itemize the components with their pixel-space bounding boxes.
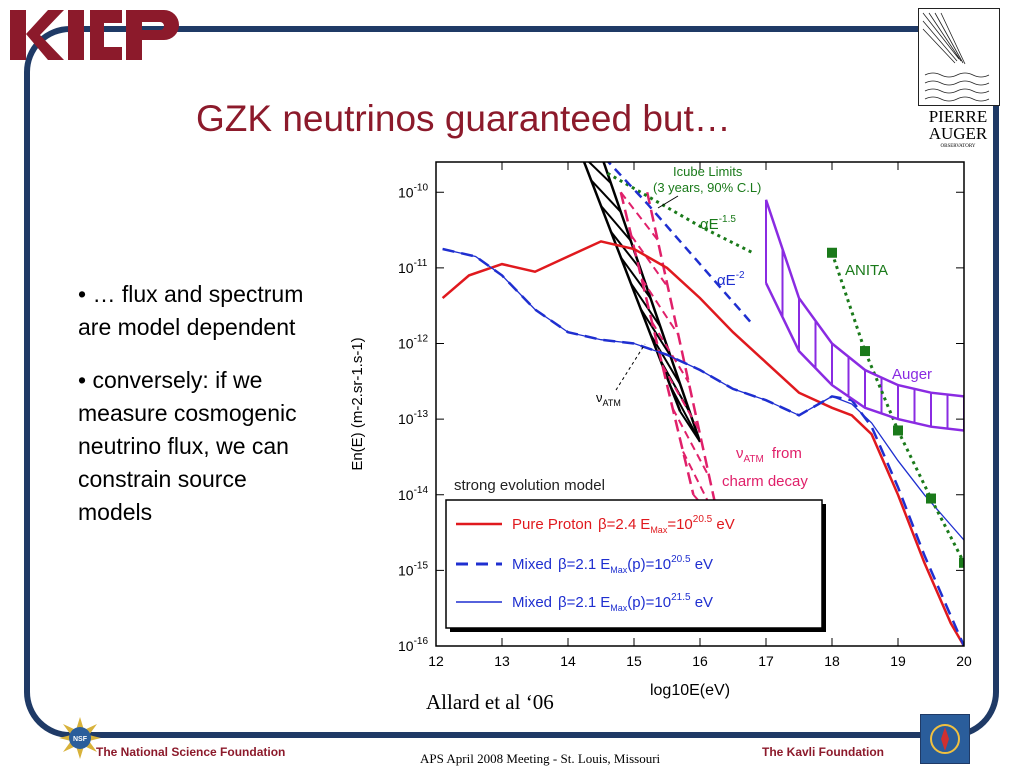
series-mixed-215 bbox=[442, 248, 964, 541]
icube-label: Icube Limits (3 years, 90% C.L) bbox=[653, 164, 761, 195]
atm-band-hatch bbox=[679, 411, 701, 443]
x-tick-label: 12 bbox=[428, 653, 444, 669]
y-axis-label: En(E) (m-2.sr-1.s-1) bbox=[349, 337, 366, 470]
kicp-logo bbox=[10, 10, 179, 60]
series-auger-edge bbox=[764, 282, 964, 432]
footer-kavli: The Kavli Foundation bbox=[762, 745, 884, 759]
legend-entry-mixed-205: Mixed β=2.1 EMax(p)=1020.5 eV bbox=[512, 554, 713, 575]
atm-band-hatch bbox=[629, 282, 662, 328]
anita-point bbox=[827, 247, 837, 258]
footer-meeting: APS April 2008 Meeting - St. Louis, Miss… bbox=[420, 751, 661, 766]
anita-point bbox=[959, 557, 964, 568]
auger-label: Auger bbox=[892, 366, 932, 383]
atm-label: νATM bbox=[596, 390, 621, 408]
y-tick-label: 10-14 bbox=[398, 485, 428, 503]
charm-decay-label: charm decay bbox=[722, 473, 808, 490]
citation-caption: Allard et al ‘06 bbox=[426, 690, 554, 714]
y-tick-label: 10-10 bbox=[398, 182, 428, 200]
x-tick-label: 20 bbox=[956, 653, 972, 669]
model-label: strong evolution model bbox=[454, 477, 605, 494]
y-tick-label: 10-16 bbox=[398, 636, 428, 654]
charm-band-edge bbox=[645, 191, 722, 526]
atm-band-hatch bbox=[649, 333, 682, 385]
x-tick-label: 16 bbox=[692, 653, 708, 669]
icube-pointer bbox=[657, 195, 679, 209]
anita-point bbox=[893, 425, 903, 436]
e2-label: αE-2 bbox=[717, 270, 745, 289]
icube-subtitle: (3 years, 90% C.L) bbox=[653, 180, 761, 195]
charm-label: νATM from bbox=[736, 445, 802, 465]
x-tick-label: 17 bbox=[758, 653, 774, 669]
x-tick-label: 18 bbox=[824, 653, 840, 669]
y-tick-label: 10-13 bbox=[398, 409, 428, 427]
charm-band-hatch bbox=[671, 407, 711, 478]
series-e2-limit bbox=[606, 162, 754, 326]
kavli-logo bbox=[920, 714, 970, 764]
bullet-list: • … flux and spectrum are model dependen… bbox=[78, 278, 318, 549]
atm-band-hatch bbox=[610, 230, 642, 271]
charm-band-hatch bbox=[640, 278, 680, 336]
anita-label: ANITA bbox=[845, 262, 888, 279]
legend-entry-mixed-215: Mixed β=2.1 EMax(p)=1021.5 eV bbox=[512, 592, 713, 613]
charm-band-edge bbox=[619, 191, 695, 496]
x-tick-label: 14 bbox=[560, 653, 576, 669]
nsf-logo: NSF bbox=[59, 717, 101, 759]
charm-band-hatch bbox=[651, 321, 690, 383]
footer-nsf: The National Science Foundation bbox=[96, 745, 286, 759]
series-e15-limit bbox=[606, 171, 754, 255]
auger-logo-subtext: OBSERVATORY bbox=[940, 144, 976, 149]
x-axis-label: log10E(eV) bbox=[650, 682, 730, 699]
slide-frame bbox=[24, 26, 999, 738]
x-tick-label: 19 bbox=[890, 653, 906, 669]
atm-band-hatch bbox=[590, 179, 622, 213]
e15-label: αE-1.5 bbox=[700, 214, 736, 233]
series-pure-proton bbox=[441, 240, 964, 646]
bullet-item: • conversely: if we measure cosmogenic n… bbox=[78, 367, 297, 525]
nsf-logo-text: NSF bbox=[73, 736, 88, 743]
anita-point bbox=[860, 346, 870, 357]
bullet-item: • … flux and spectrum are model dependen… bbox=[78, 281, 304, 340]
y-tick-label: 10-11 bbox=[398, 258, 428, 276]
chart-legend: Pure Proton β=2.4 EMax=1020.5 eV Mixed β=2.… bbox=[445, 499, 826, 632]
series-auger-edge bbox=[764, 199, 964, 398]
atm-band-hatch bbox=[587, 162, 612, 184]
icube-title: Icube Limits bbox=[673, 164, 743, 179]
slide-title: GZK neutrinos guaranteed but… bbox=[196, 98, 731, 139]
x-tick-label: 15 bbox=[626, 653, 642, 669]
y-tick-label: 10-15 bbox=[398, 560, 428, 578]
auger-logo-text: PIERRE AUGER bbox=[928, 107, 988, 143]
y-tick-label: 10-12 bbox=[398, 334, 428, 352]
charm-band-hatch bbox=[630, 234, 669, 288]
anita-point bbox=[926, 493, 936, 504]
atm-band-hatch bbox=[600, 205, 632, 242]
neutrino-flux-chart: 12 13 14 15 16 17 18 19 20 10-10 10-11 10-12 10-13 10… bbox=[340, 150, 984, 710]
atm-band-hatch bbox=[619, 256, 652, 299]
legend-entry-pure-proton: Pure Proton β=2.4 EMax=1020.5 eV bbox=[512, 514, 735, 535]
charm-band-hatch bbox=[620, 191, 659, 241]
x-tick-label: 13 bbox=[494, 653, 510, 669]
auger-logo-image bbox=[918, 8, 1000, 106]
